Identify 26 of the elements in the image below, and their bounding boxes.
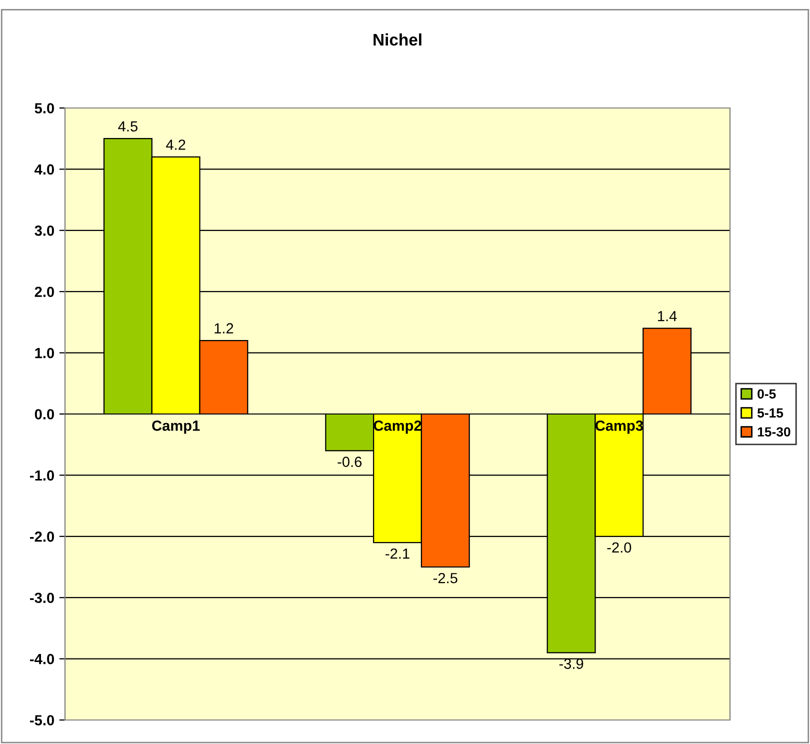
data-label: -0.6 (338, 456, 362, 467)
y-tick-label: -3.0 (30, 592, 54, 604)
y-tick-label: -4.0 (30, 654, 54, 664)
data-label: 1.4 (658, 311, 677, 322)
data-label: -2.0 (607, 542, 632, 553)
y-tick-label: 0.0 (34, 409, 54, 420)
y-tick-label: -5.0 (30, 715, 54, 726)
data-label: -2.5 (433, 572, 458, 584)
y-tick-label: 2.0 (34, 286, 54, 298)
data-label: 4.2 (166, 140, 186, 150)
data-label: -2.1 (386, 548, 410, 559)
y-tick-label: -1.0 (30, 470, 54, 481)
data-label: -3.9 (559, 658, 584, 669)
y-tick-label: 4.0 (34, 164, 54, 175)
legend-label: 5-15 (757, 408, 784, 418)
data-label: 1.2 (214, 323, 234, 334)
y-tick-label: 1.0 (35, 348, 54, 358)
x-tick-label: Camp2 (374, 420, 422, 434)
legend-label: 0-5 (758, 389, 776, 399)
y-tick-label: 5.0 (34, 103, 54, 114)
y-tick-label: 3.0 (34, 226, 54, 236)
data-label: 4.5 (118, 121, 138, 132)
x-tick-label: Camp1 (152, 420, 200, 434)
legend-label: 15-30 (758, 427, 790, 437)
chart-title: Nichel (374, 33, 422, 46)
y-tick-label: -2.0 (30, 532, 54, 542)
